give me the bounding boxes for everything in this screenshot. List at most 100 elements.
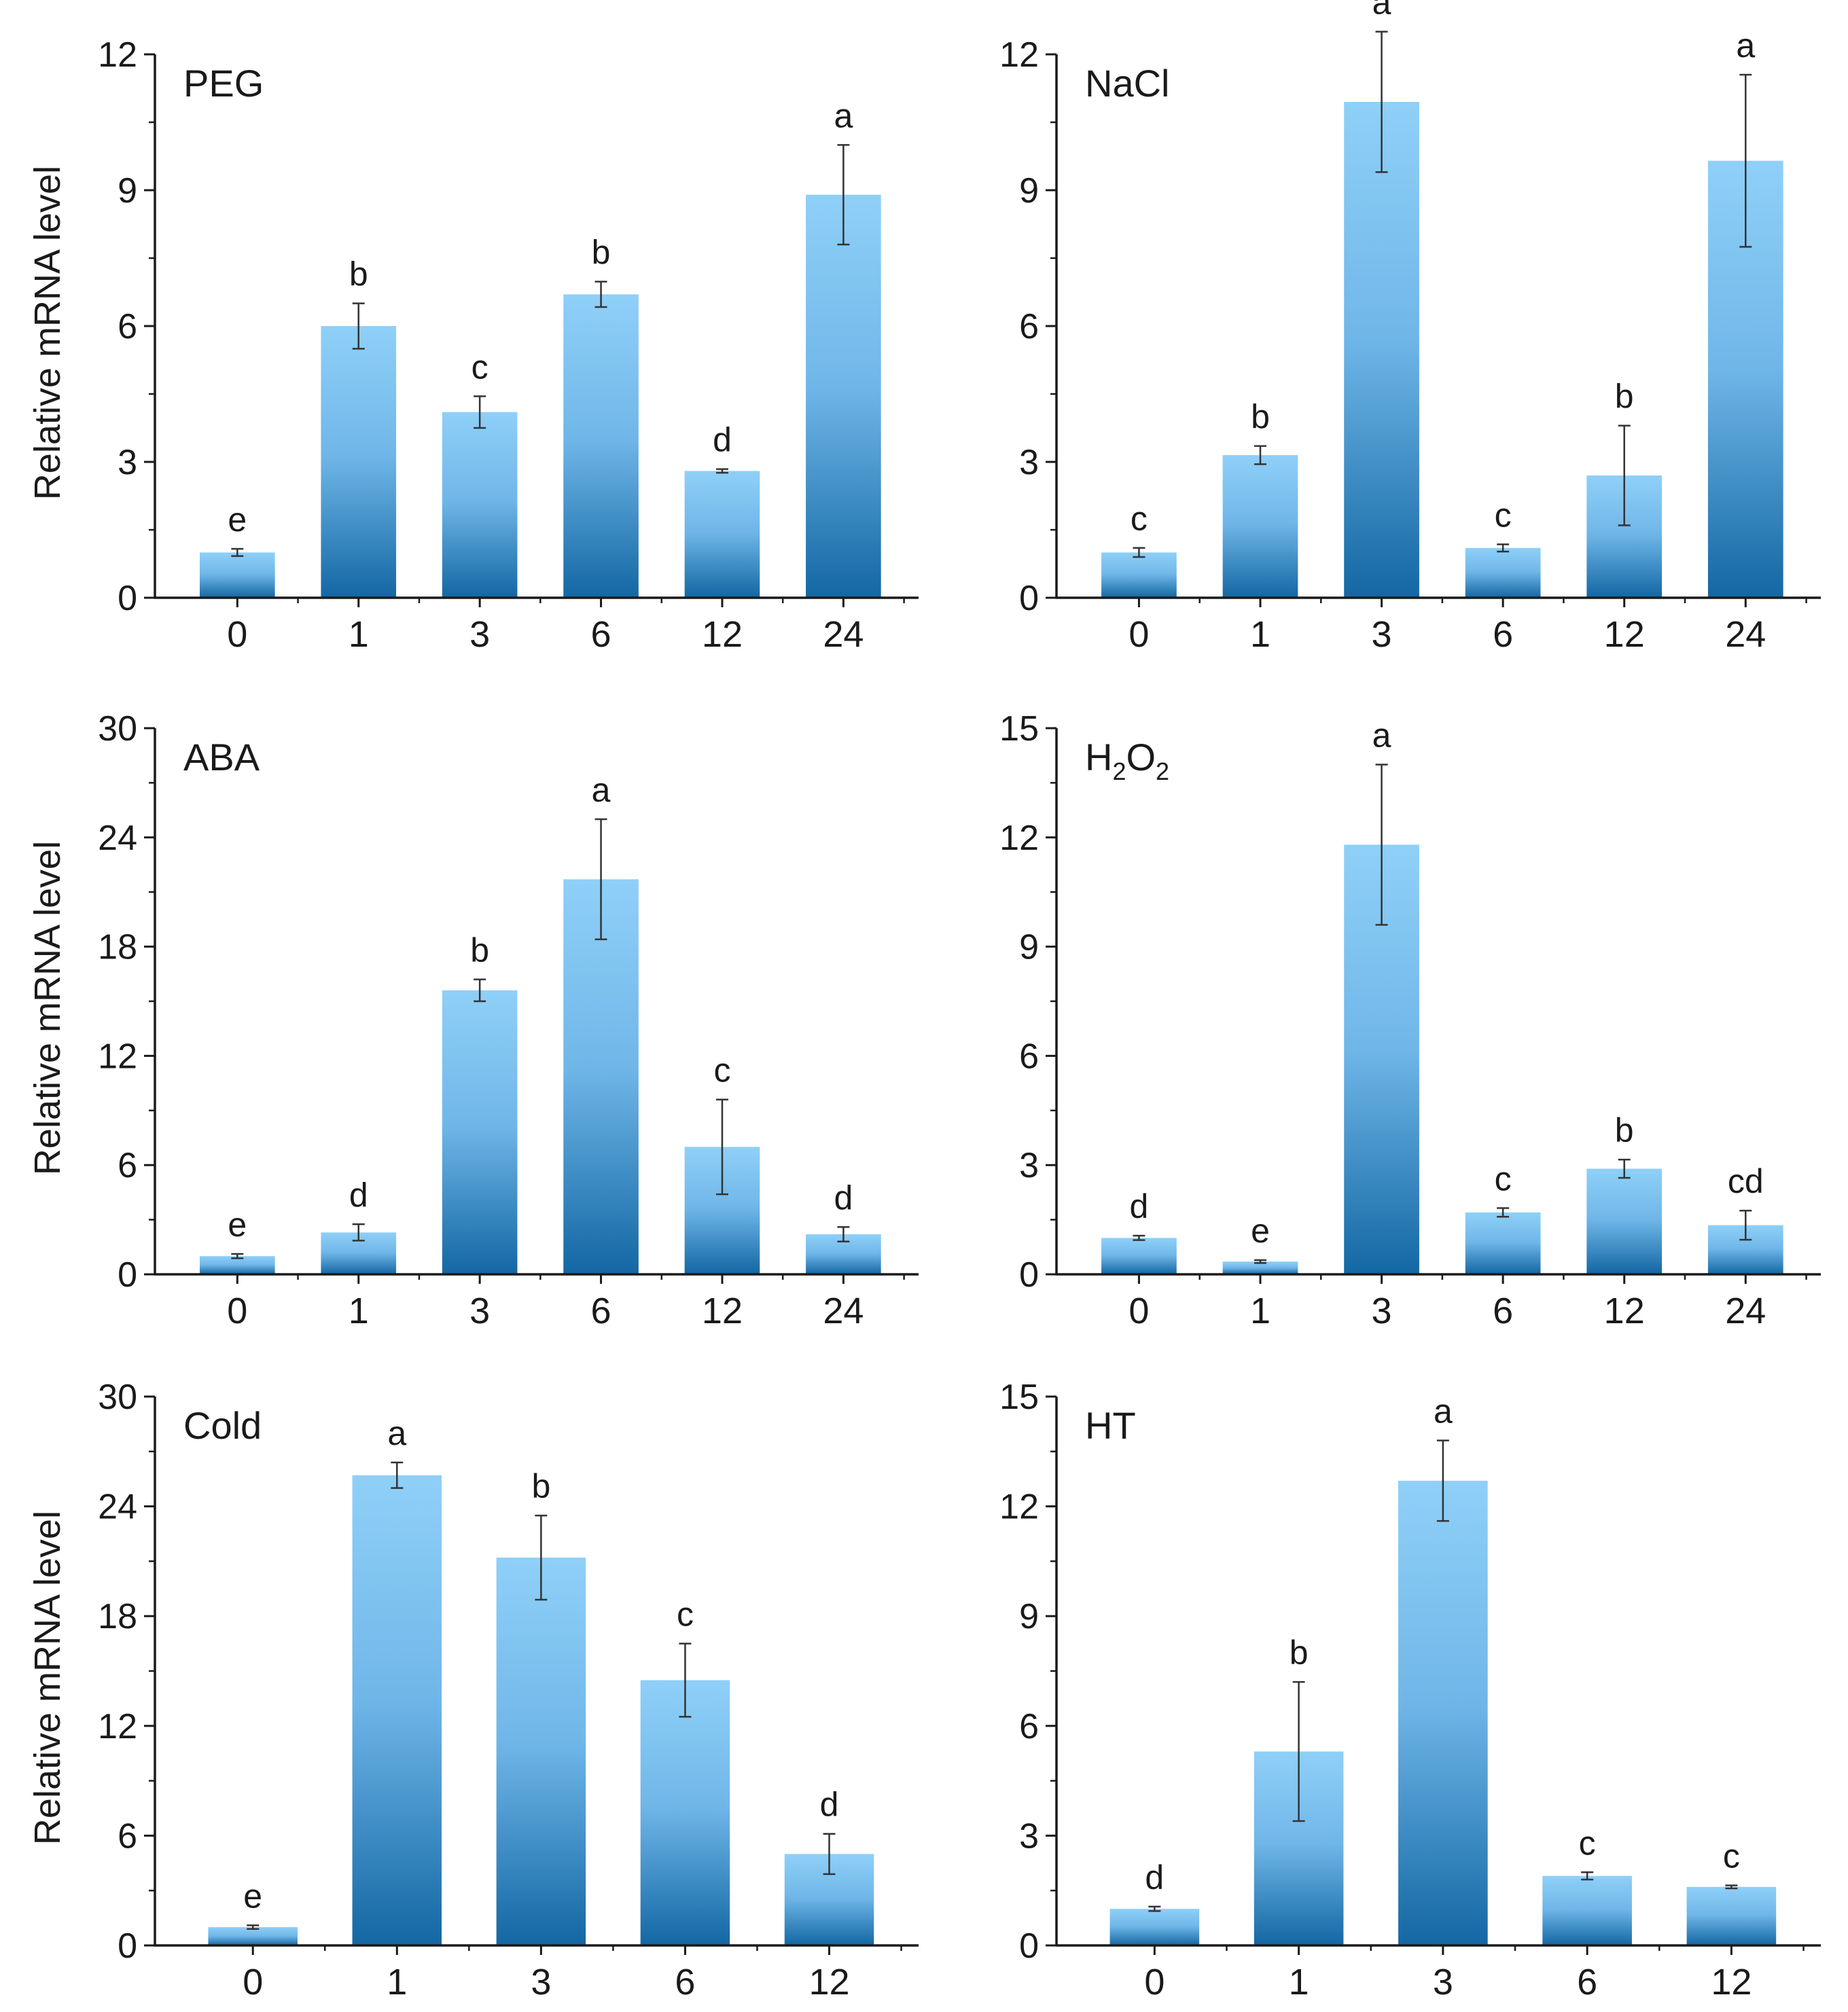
y-tick-label: 9 [118,171,137,211]
chart-panel-1: c 0 b 1 a 3 c 6 b 12 a 24 0 3 6 9 12 NaCl [999,0,1821,655]
y-tick-label: 24 [98,1488,137,1527]
y-tick-label: 6 [1019,1037,1039,1076]
x-tick-label: 3 [1372,1291,1392,1331]
error-bar [1375,764,1388,926]
bar-3 [496,1558,586,1945]
error-bar [474,978,486,1003]
x-tick-label: 12 [1604,1291,1645,1331]
significance-letter: a [1372,0,1391,22]
error-bar [474,395,486,429]
error-bar [1148,1905,1161,1912]
x-tick-label: 0 [1129,1291,1149,1331]
bar-24 [806,194,881,598]
y-tick-label: 0 [1019,1255,1039,1295]
significance-letter: d [834,1179,853,1217]
significance-letter: b [349,255,368,293]
error-bar [231,1253,244,1259]
bar-12 [1586,1168,1663,1274]
significance-letter: b [470,931,489,969]
error-bar [1497,543,1510,553]
bar-0 [1109,1909,1200,1945]
significance-letter: b [1615,1111,1634,1149]
y-tick-label: 12 [999,1488,1039,1527]
bar-6 [563,879,639,1274]
significance-letter: c [1131,500,1148,538]
x-tick-label: 1 [1250,614,1270,655]
panel-label: HT [1085,1404,1136,1447]
x-tick-label: 0 [227,614,247,655]
y-tick-label: 30 [98,1378,137,1417]
significance-letter: b [1290,1634,1309,1672]
chart-panel-5: d 0 b 1 a 3 c 6 c 12 0 3 6 9 12 15 HT [999,1378,1821,2002]
y-tick-label: 3 [118,443,137,482]
y-tick-label: 3 [1019,1146,1039,1185]
y-tick-label: 12 [98,1037,137,1076]
x-tick-label: 6 [591,614,611,655]
y-tick-label: 9 [1019,171,1039,211]
y-tick-label: 6 [1019,1707,1039,1746]
error-bar [1375,31,1388,173]
significance-letter: a [387,1414,406,1452]
x-tick-label: 6 [1493,614,1513,655]
significance-letter: c [677,1596,694,1634]
bar-6 [1465,547,1541,598]
y-tick-label: 0 [118,1255,137,1295]
significance-letter: c [713,1052,730,1090]
error-bar [391,1461,404,1489]
x-tick-label: 12 [808,1962,849,2002]
bar-0 [200,1256,275,1274]
bar-3 [1344,102,1419,598]
y-tick-label: 12 [999,819,1039,858]
y-tick-label: 6 [118,307,137,346]
error-bar [1725,1884,1738,1890]
panel-label: NaCl [1085,62,1169,105]
error-bar [594,818,607,941]
chart-panel-2: e 0 d 1 b 3 a 6 c 12 d 24 0 6 12 18 24 30 Relative mRNA le… [27,709,919,1331]
significance-letter: d [349,1176,368,1214]
significance-letter: a [1434,1393,1453,1431]
significance-letter: d [1145,1858,1164,1897]
error-bar [837,1226,850,1243]
significance-letter: a [592,771,611,809]
error-bar [535,1514,548,1601]
y-tick-label: 15 [999,1378,1039,1417]
significance-letter: e [228,1206,247,1244]
x-tick-label: 12 [1711,1962,1752,2002]
bar-6 [1465,1212,1541,1274]
significance-letter: c [472,348,488,386]
x-tick-label: 6 [591,1291,611,1331]
error-bar [1292,1681,1305,1822]
error-bar [231,547,244,557]
y-tick-label: 30 [98,709,137,749]
y-tick-label: 15 [999,709,1039,749]
error-bar [1618,425,1631,526]
y-tick-label: 9 [1019,1597,1039,1636]
x-tick-label: 24 [823,614,864,655]
error-bar [1254,1259,1266,1264]
x-tick-label: 24 [1725,614,1766,655]
bar-0 [1101,1238,1177,1274]
error-bar [1497,1207,1510,1218]
x-tick-label: 3 [1433,1962,1453,2002]
significance-letter: b [592,234,611,272]
y-tick-label: 24 [98,819,137,858]
bar-1 [1222,455,1298,598]
bar-3 [442,412,518,598]
x-tick-label: 12 [702,1291,743,1331]
y-tick-label: 3 [1019,1816,1039,1856]
bar-12 [1686,1886,1777,1945]
bar-6 [640,1680,730,1945]
significance-letter: a [1372,717,1391,755]
panel-label: ABA [183,736,260,778]
x-tick-label: 1 [349,614,369,655]
x-tick-label: 0 [1144,1962,1165,2002]
significance-letter: d [1130,1187,1149,1225]
y-tick-label: 0 [1019,579,1039,618]
y-tick-label: 6 [1019,307,1039,346]
bar-1 [352,1475,442,1945]
bar-12 [684,471,760,598]
chart-panel-3: d 0 e 1 a 3 c 6 b 12 cd 24 0 3 6 9 12 15 H2O2 [999,709,1821,1331]
y-axis-title: Relative mRNA level [27,1511,68,1845]
chart-panel-0: e 0 b 1 c 3 b 6 d 12 a 24 0 3 6 9 12 Relative mRNA level P… [27,35,919,655]
x-tick-label: 24 [823,1291,864,1331]
